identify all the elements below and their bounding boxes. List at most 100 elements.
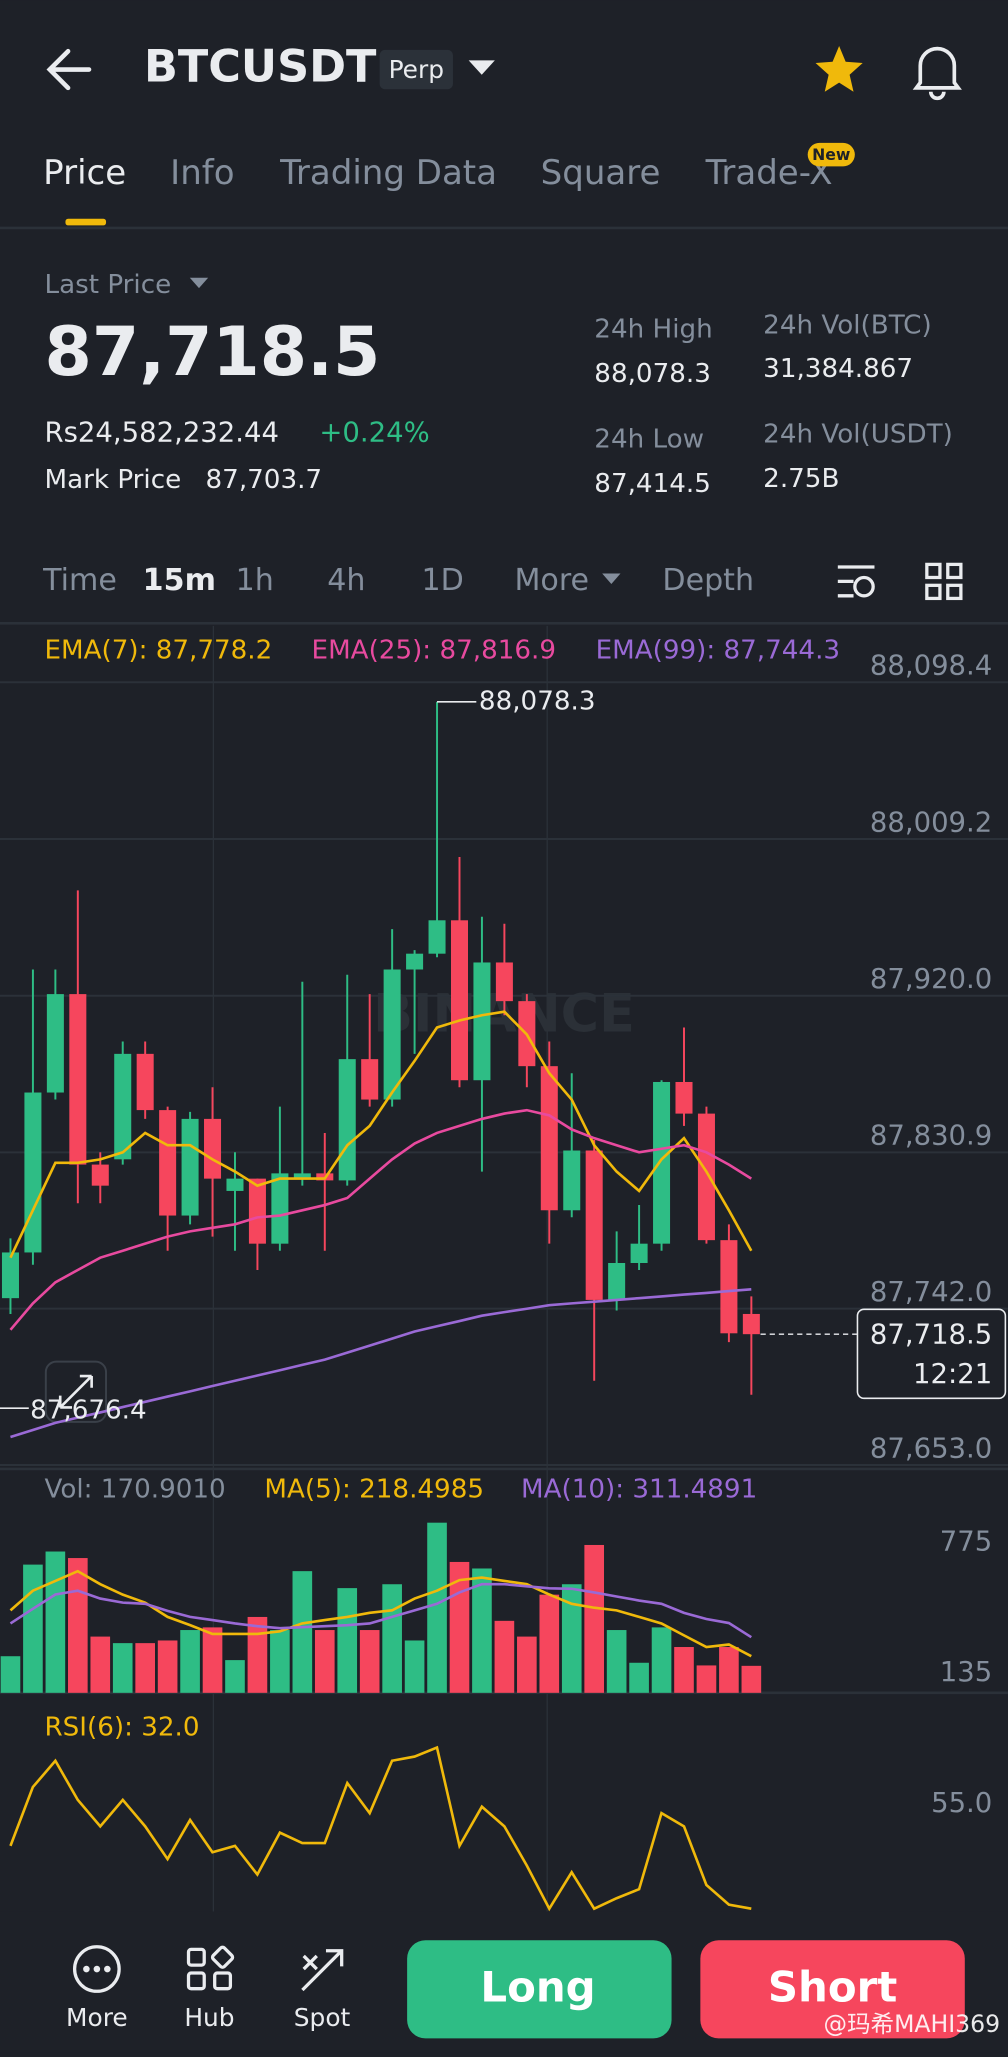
candle-body [136, 1053, 154, 1111]
last-price-label: Last Price [45, 270, 172, 300]
candle-body [361, 1059, 379, 1100]
nav-label[interactable]: Spot [294, 2003, 351, 2032]
candle-body [1, 1252, 19, 1299]
interval[interactable]: 4h [327, 563, 365, 598]
volume-bar [68, 1558, 88, 1693]
indicator-line [9, 1108, 752, 1331]
volume-bar [90, 1636, 111, 1693]
candle-body [91, 1164, 109, 1186]
high-label: 88,078.3 [479, 686, 596, 716]
volume-bar [225, 1660, 245, 1693]
candle-body [204, 1118, 222, 1179]
interval[interactable]: 1h [236, 563, 274, 598]
volume-bar [359, 1630, 380, 1693]
symbol-title: BTCUSDT [144, 42, 377, 93]
interval[interactable]: Depth [662, 563, 754, 598]
interval[interactable]: 1D [422, 563, 464, 598]
nav-label[interactable]: Hub [184, 2003, 234, 2032]
volume-bar [539, 1594, 560, 1693]
low-label: 87,676.4 [30, 1395, 147, 1425]
candle-body [742, 1313, 760, 1335]
candle-body [271, 1173, 289, 1244]
bell-icon[interactable] [912, 46, 962, 101]
spot-icon[interactable] [301, 1949, 344, 1992]
short-button[interactable] [700, 1940, 965, 2039]
short-label[interactable]: Short [768, 1962, 897, 2011]
mark-price-label: Mark Price [45, 465, 182, 495]
volume-bar [157, 1640, 178, 1693]
candle-body [428, 920, 446, 954]
legend-entry: MA(10): 311.4891 [521, 1474, 757, 1504]
y-tick-label: 775 [940, 1525, 992, 1557]
volume-bar [135, 1643, 155, 1693]
volume-bar [45, 1551, 66, 1693]
volume-bar [674, 1647, 694, 1693]
hub-icon[interactable] [186, 1945, 235, 1991]
favorite-star[interactable] [815, 45, 863, 92]
volume-bar [337, 1588, 358, 1693]
candle-body [630, 1243, 648, 1263]
long-button[interactable] [407, 1940, 672, 2039]
candle-body [338, 1059, 356, 1181]
badge-bg [379, 49, 453, 90]
candle-body [540, 1066, 558, 1211]
current-price-box [856, 1308, 1007, 1400]
long-label[interactable]: Long [480, 1962, 595, 2011]
perp-badge: Perp [389, 55, 444, 84]
credit: @玛希MAHI369 [823, 2010, 1000, 2038]
volume-bar [584, 1544, 605, 1693]
tab-underline [65, 218, 107, 226]
expand-button[interactable] [44, 1360, 108, 1423]
nav-label[interactable]: More [66, 2003, 128, 2032]
dropdown-arrow[interactable] [602, 573, 621, 585]
interval-bar: Time 15m 1h 4h 1D More Depth [42, 563, 754, 598]
countdown: 12:21 [913, 1358, 992, 1390]
tab[interactable]: Square [541, 153, 661, 193]
indicator-line [9, 1569, 752, 1658]
volume-bar [472, 1568, 492, 1693]
stat-label: 24h High [594, 315, 712, 345]
volume-bar [651, 1627, 672, 1693]
dropdown-arrow[interactable] [189, 277, 209, 289]
candle-body [24, 1092, 42, 1253]
tab[interactable]: Price [43, 153, 126, 193]
interval[interactable]: Time [42, 563, 117, 598]
volume-bar [270, 1630, 290, 1693]
candle-body [697, 1113, 715, 1241]
candle-body [181, 1118, 199, 1216]
y-tick-label: 55.0 [931, 1787, 992, 1819]
y-tick-label: 88,098.4 [870, 650, 992, 682]
last-price: 87,718.5 [45, 313, 381, 392]
chart-settings-icon[interactable] [837, 565, 875, 598]
dropdown-arrow[interactable] [468, 60, 495, 75]
y-tick-label: 88,009.2 [870, 806, 992, 838]
volume-bar [606, 1630, 627, 1693]
legend-entry: EMA(7): 87,778.2 [45, 635, 273, 665]
volume-bar [180, 1630, 200, 1693]
volume-bar [696, 1665, 717, 1693]
tab[interactable]: Info [170, 153, 234, 193]
candle-body [293, 1173, 311, 1179]
candle-body [226, 1178, 244, 1191]
y-tick-label: 87,830.9 [870, 1120, 992, 1152]
interval[interactable]: More [514, 563, 589, 598]
back-button[interactable] [46, 48, 92, 91]
candle-body [69, 994, 87, 1165]
stat-value: 87,414.5 [594, 469, 711, 499]
more-icon[interactable] [72, 1945, 121, 1993]
more-dots [83, 1965, 111, 1973]
volume-bar [314, 1630, 335, 1693]
volume-bar [561, 1584, 582, 1693]
y-tick-label: 87,920.0 [870, 963, 992, 995]
volume-bar [449, 1561, 470, 1693]
stat-value: 88,078.3 [594, 359, 711, 389]
layout-icon[interactable] [925, 562, 963, 601]
candle-body [248, 1178, 266, 1244]
volume-bar [382, 1584, 402, 1693]
indicator-line [9, 1745, 752, 1912]
tab[interactable]: Trading Data [279, 153, 497, 193]
new-badge-bg [807, 142, 855, 167]
interval[interactable]: 15m [143, 563, 216, 598]
new-badge: New [812, 145, 850, 164]
